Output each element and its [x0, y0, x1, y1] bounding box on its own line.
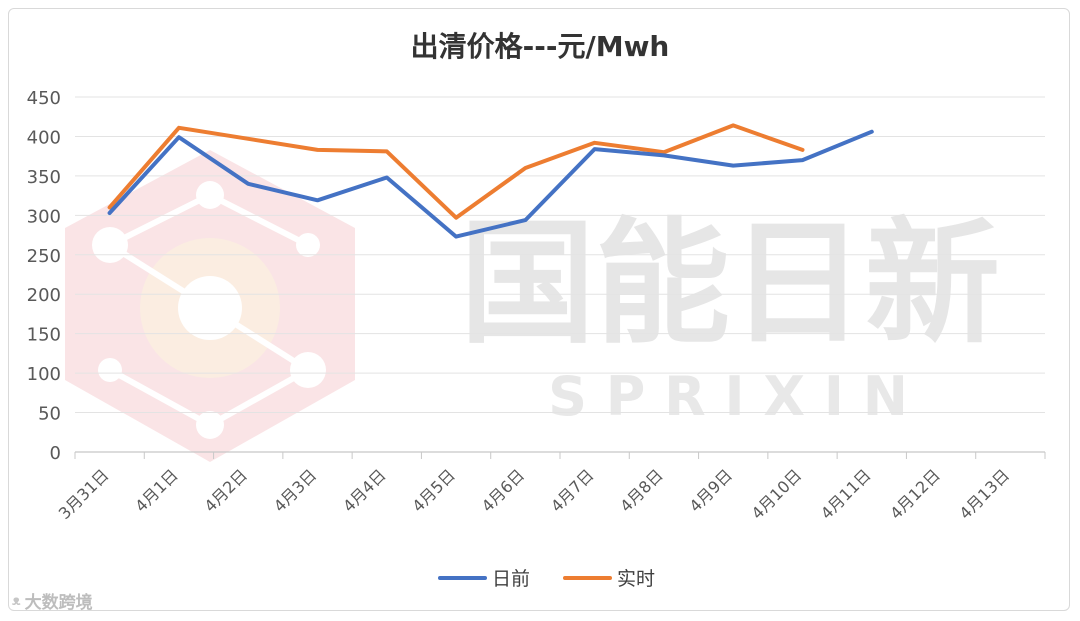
- watermark-logo: [65, 150, 355, 462]
- x-tick-label: 4月1日: [131, 465, 181, 515]
- source-badge-text: 大数跨境: [24, 593, 93, 613]
- grid-lines: [75, 96, 1045, 414]
- y-tick-label: 0: [50, 443, 61, 464]
- y-tick-label: 300: [27, 206, 61, 227]
- y-tick-label: 400: [27, 127, 61, 148]
- x-axis: [74, 451, 1046, 459]
- x-tick-label: 4月11日: [817, 465, 875, 523]
- watermark-brand-en: S P R I X I N: [548, 365, 908, 428]
- x-tick-label: 4月12日: [886, 465, 944, 523]
- y-axis-tick-labels: 0 50 100 150 200 250 300 350 400 450: [27, 88, 61, 464]
- legend-label: 日前: [492, 568, 530, 590]
- x-tick-label: 3月31日: [55, 465, 113, 523]
- source-badge: ᴥ 大数跨境: [12, 588, 93, 613]
- x-tick-label: 4月4日: [339, 465, 389, 515]
- x-tick-label: 4月8日: [616, 465, 666, 515]
- y-tick-label: 450: [27, 88, 61, 109]
- source-logo-icon: ᴥ: [12, 593, 21, 609]
- chart-title: 出清价格---元/Mwh: [411, 30, 670, 63]
- watermark-brand-cn: 国能日新: [460, 205, 1000, 362]
- y-tick-label: 350: [27, 167, 61, 188]
- x-tick-label: 4月3日: [270, 465, 320, 515]
- series-line-日前: [107, 129, 874, 239]
- x-tick-label: 4月5日: [408, 465, 458, 515]
- series-lines: [107, 123, 874, 239]
- x-tick-label: 4月9日: [686, 465, 736, 515]
- y-tick-label: 100: [27, 364, 61, 385]
- y-tick-label: 50: [38, 404, 61, 425]
- x-tick-label: 4月2日: [201, 465, 251, 515]
- x-tick-label: 4月10日: [748, 465, 806, 523]
- legend: 日前 实时: [438, 568, 655, 590]
- x-tick-label: 4月7日: [547, 465, 597, 515]
- x-tick-label: 4月6日: [478, 465, 528, 515]
- series-line-实时: [107, 123, 805, 220]
- y-tick-label: 150: [27, 325, 61, 346]
- x-tick-label: 4月13日: [956, 465, 1014, 523]
- y-tick-label: 200: [27, 285, 61, 306]
- legend-label: 实时: [617, 568, 655, 590]
- y-tick-label: 250: [27, 246, 61, 267]
- x-axis-tick-labels: 3月31日 4月1日 4月2日 4月3日 4月4日 4月5日 4月6日 4月7日 4月8日 4月9…: [55, 465, 1013, 523]
